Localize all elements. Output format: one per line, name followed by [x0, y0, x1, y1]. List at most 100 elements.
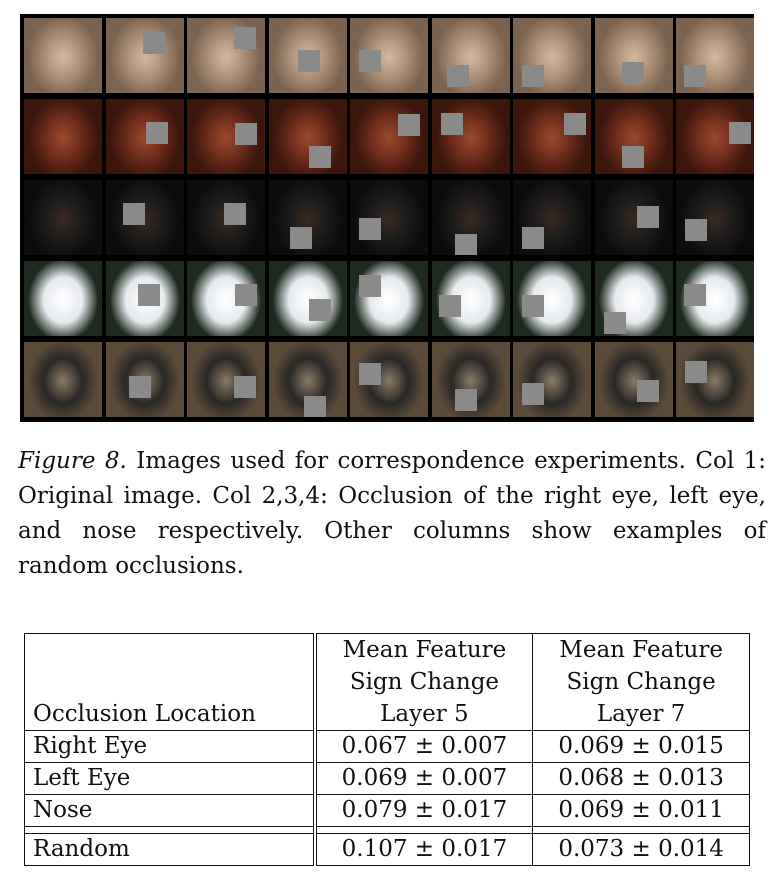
occlusion-square [522, 383, 545, 406]
image-cell-basset-col-5 [350, 18, 428, 93]
results-table: Occlusion Location Mean Feature Sign Cha… [23, 633, 750, 866]
dog-photo [513, 99, 591, 174]
occlusion-square [522, 226, 545, 249]
dog-photo [24, 180, 102, 255]
image-cell-white-dog-col-2 [105, 261, 184, 336]
dog-photo [24, 261, 102, 336]
occlusion-square [122, 202, 145, 225]
image-cell-white-dog-col-3 [187, 261, 265, 336]
occlusion-square [142, 31, 165, 54]
occlusion-square [683, 283, 706, 306]
occlusion-square [128, 375, 151, 398]
image-cell-white-dog-col-4 [268, 261, 347, 336]
dog-photo [105, 18, 184, 93]
occlusion-square [603, 312, 626, 334]
header-layer5: Mean Feature Sign Change Layer 5 [312, 633, 534, 731]
caption-text: Images used for correspondence experimen… [18, 448, 766, 579]
occlusion-square [637, 379, 660, 402]
occlusion-square [235, 123, 258, 145]
image-cell-basset-col-9 [676, 18, 754, 93]
image-cell-black-dog-col-9 [676, 180, 754, 255]
image-cell-small-black-dog-col-8 [594, 342, 673, 417]
image-cell-basset-col-6 [431, 18, 510, 93]
dog-photo [513, 342, 591, 417]
image-cell-black-dog-col-1 [24, 180, 102, 255]
table-gap-row [23, 826, 750, 834]
image-cell-black-dog-col-2 [105, 180, 184, 255]
image-cell-white-dog-col-6 [431, 261, 510, 336]
occlusion-square [138, 283, 161, 306]
table-row-random: Random 0.107 ± 0.017 0.073 ± 0.014 [23, 833, 750, 866]
dog-photo [24, 342, 102, 417]
image-cell-small-black-dog-col-3 [187, 342, 265, 417]
occlusion-square [359, 274, 382, 297]
occlusion-square [146, 121, 169, 144]
image-cell-small-black-dog-col-7 [513, 342, 591, 417]
image-cell-spaniel-col-1 [24, 99, 102, 174]
dog-photo [268, 99, 347, 174]
image-cell-spaniel-col-4 [268, 99, 347, 174]
image-cell-basset-col-4 [268, 18, 347, 93]
image-cell-black-dog-col-3 [187, 180, 265, 255]
image-cell-small-black-dog-col-9 [676, 342, 754, 417]
occlusion-square [685, 360, 708, 383]
dog-photo [350, 261, 428, 336]
image-cell-black-dog-col-7 [513, 180, 591, 255]
image-cell-white-dog-col-8 [594, 261, 673, 336]
occlusion-square [440, 112, 463, 135]
figure-label: Figure 8. [18, 448, 127, 474]
image-cell-spaniel-col-8 [594, 99, 673, 174]
image-cell-white-dog-col-1 [24, 261, 102, 336]
dog-photo [431, 99, 510, 174]
image-cell-white-dog-col-9 [676, 261, 754, 336]
results-table-wrap: Occlusion Location Mean Feature Sign Cha… [23, 633, 750, 866]
image-cell-basset-col-3 [187, 18, 265, 93]
occlusion-square [439, 294, 462, 317]
occlusion-square [290, 226, 313, 249]
occlusion-square [522, 64, 545, 87]
dog-photo [105, 99, 184, 174]
occlusion-square [233, 27, 256, 49]
occlusion-square [621, 145, 644, 168]
image-cell-small-black-dog-col-2 [105, 342, 184, 417]
occlusion-square [637, 206, 660, 229]
header-occlusion-location: Occlusion Location [23, 633, 316, 731]
dog-photo [676, 180, 754, 255]
header-layer7: Mean Feature Sign Change Layer 7 [532, 633, 750, 731]
occlusion-square [454, 388, 477, 411]
occlusion-square [398, 114, 421, 136]
image-cell-basset-col-2 [105, 18, 184, 93]
image-cell-small-black-dog-col-4 [268, 342, 347, 417]
image-cell-basset-col-8 [594, 18, 673, 93]
occlusion-square [309, 298, 332, 321]
dog-photo [24, 18, 102, 93]
occlusion-square [685, 219, 708, 241]
occlusion-square [621, 61, 644, 84]
occlusion-square [683, 64, 706, 87]
dog-photo [268, 261, 347, 336]
image-cell-small-black-dog-col-1 [24, 342, 102, 417]
table-row: Left Eye 0.069 ± 0.007 0.068 ± 0.013 [23, 762, 750, 795]
occlusion-square [454, 234, 477, 255]
occlusion-square [224, 202, 247, 225]
dog-photo [431, 18, 510, 93]
table-row: Right Eye 0.067 ± 0.007 0.069 ± 0.015 [23, 730, 750, 763]
image-cell-white-dog-col-5 [350, 261, 428, 336]
dog-photo [594, 342, 673, 417]
table-header-row: Occlusion Location Mean Feature Sign Cha… [23, 633, 750, 731]
occlusion-square [359, 363, 382, 385]
dog-photo [24, 99, 102, 174]
occlusion-square [298, 49, 321, 72]
image-cell-small-black-dog-col-5 [350, 342, 428, 417]
occlusion-figure [20, 14, 754, 422]
occlusion-square [522, 294, 545, 317]
image-cell-black-dog-col-8 [594, 180, 673, 255]
image-cell-spaniel-col-6 [431, 99, 510, 174]
image-cell-spaniel-col-7 [513, 99, 591, 174]
figure-caption: Figure 8. Images used for correspondence… [18, 444, 766, 584]
image-cell-basset-col-7 [513, 18, 591, 93]
image-cell-black-dog-col-6 [431, 180, 510, 255]
image-cell-small-black-dog-col-6 [431, 342, 510, 417]
image-grid [24, 18, 754, 418]
occlusion-square [303, 396, 326, 417]
